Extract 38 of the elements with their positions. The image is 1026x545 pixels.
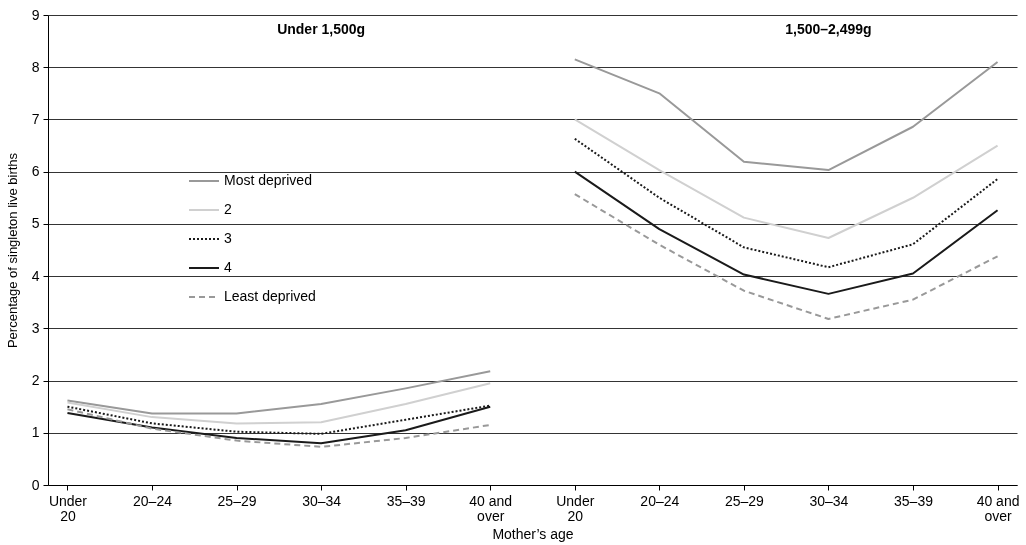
y-tick-label: 4	[31, 267, 40, 284]
x-tick-label: 25–29	[724, 492, 765, 509]
y-tick-label: 6	[31, 163, 40, 180]
line-series	[573, 193, 999, 320]
y-tick-label: 2	[31, 372, 40, 389]
x-tick-label: 20–24	[133, 492, 173, 509]
y-tick-label: 9	[31, 6, 40, 23]
legend-label: 2	[224, 201, 232, 217]
x-tick-label: Under 20	[48, 492, 88, 524]
x-tick-label: 30–34	[302, 492, 342, 509]
legend-label: 4	[224, 259, 232, 275]
legend-label: Most deprived	[224, 172, 312, 188]
line-series	[573, 170, 999, 295]
line-series	[573, 137, 999, 269]
y-tick-label: 0	[31, 476, 40, 493]
line-series	[573, 58, 999, 172]
y-tick-label: 5	[31, 215, 40, 232]
y-tick-label: 1	[31, 424, 40, 441]
legend-label: Least deprived	[224, 288, 316, 304]
x-tick-label: 40 and over	[469, 492, 513, 524]
x-tick-label: 35–39	[894, 492, 934, 509]
annotation: Under 1,500g	[277, 21, 366, 37]
x-tick-label: 30–34	[809, 492, 849, 509]
y-axis-title: Percentage of singleton live births	[4, 152, 20, 349]
x-axis-title: Mother’s age	[492, 525, 574, 542]
annotation: 1,500–2,499g	[785, 21, 872, 37]
x-tick-label: 25–29	[217, 492, 257, 509]
line-series	[66, 382, 492, 425]
line-series	[573, 118, 999, 239]
x-tick-label: Under 20	[556, 492, 595, 524]
legend-label: 3	[224, 230, 232, 246]
x-tick-label: 35–39	[386, 492, 426, 509]
y-tick-label: 3	[31, 319, 40, 336]
x-tick-label: 40 and over	[976, 492, 1020, 524]
y-tick-label: 7	[31, 110, 40, 127]
y-tick-label: 8	[31, 58, 40, 75]
x-tick-label: 20–24	[640, 492, 680, 509]
line-series	[66, 370, 492, 415]
